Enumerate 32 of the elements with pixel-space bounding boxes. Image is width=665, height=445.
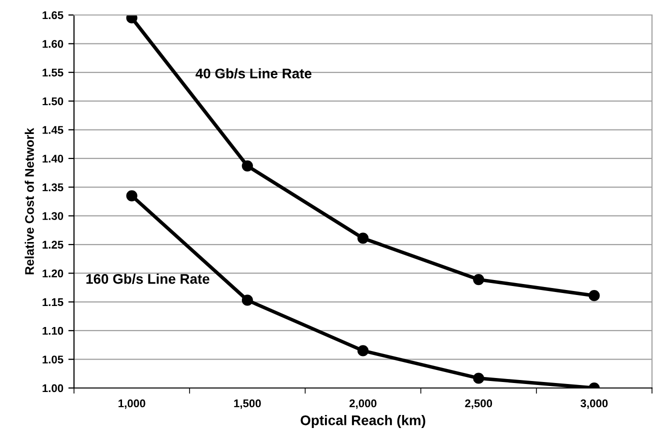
point [357, 232, 369, 244]
y-tick-label: 1.30 [42, 212, 64, 220]
y-axis-title: Relative Cost of Network [24, 128, 34, 274]
point [242, 294, 253, 306]
x-tick-label: 1,500 [234, 399, 261, 409]
y-tick-label: 1.05 [42, 356, 64, 364]
point [126, 190, 138, 202]
y-tick-label: 1.00 [42, 384, 64, 392]
y-tick-label: 1.15 [42, 298, 64, 306]
y-tick-label: 1.60 [42, 40, 64, 48]
y-tick-label: 1.20 [42, 270, 64, 278]
point [126, 15, 138, 24]
x-tick-label: 2,500 [465, 399, 492, 409]
y-tick-label: 1.10 [42, 326, 64, 335]
point [473, 274, 484, 286]
y-tick-label: 1.25 [42, 240, 64, 249]
point [588, 290, 600, 302]
x-axis-title: Optical Reach (km) [300, 415, 426, 428]
point [473, 372, 484, 384]
x-tick-label: 1,000 [118, 399, 146, 409]
x-tick-label: 2,000 [349, 399, 376, 409]
series-label: 40 Gb/s Line Rate [196, 68, 312, 79]
y-tick-label: 1.55 [42, 68, 64, 77]
y-tick-label: 1.50 [42, 97, 64, 106]
y-tick-label: 1.65 [42, 11, 64, 20]
y-tick-label: 1.40 [42, 154, 64, 163]
x-tick-label: 3,000 [580, 399, 608, 409]
y-tick-label: 1.35 [42, 183, 64, 192]
series-label: 160 Gb/s Line Rate [86, 274, 210, 284]
point [242, 160, 253, 172]
point [357, 345, 369, 356]
y-tick-label: 1.45 [42, 126, 64, 134]
